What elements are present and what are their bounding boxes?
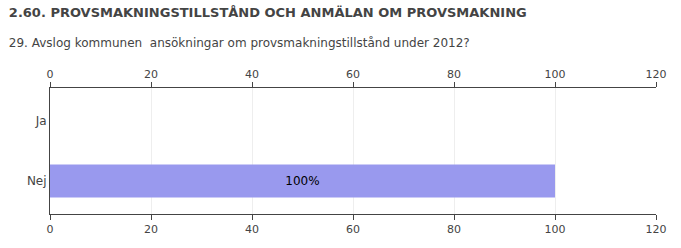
svg-text:Ja: Ja: [35, 114, 47, 128]
svg-text:80: 80: [447, 223, 461, 236]
svg-text:40: 40: [245, 68, 259, 81]
svg-text:20: 20: [144, 223, 158, 236]
svg-text:100: 100: [545, 68, 566, 81]
svg-text:60: 60: [346, 223, 360, 236]
svg-text:100%: 100%: [285, 174, 319, 188]
svg-text:40: 40: [245, 223, 259, 236]
svg-text:120: 120: [646, 223, 667, 236]
svg-text:100: 100: [545, 223, 566, 236]
svg-text:120: 120: [646, 68, 667, 81]
svg-text:80: 80: [447, 68, 461, 81]
svg-text:0: 0: [47, 223, 54, 236]
svg-text:20: 20: [144, 68, 158, 81]
svg-text:Nej: Nej: [27, 174, 47, 188]
svg-text:0: 0: [47, 68, 54, 81]
svg-text:60: 60: [346, 68, 360, 81]
svg-text:2.60. PROVSMAKNINGSTILLSTÅND O: 2.60. PROVSMAKNINGSTILLSTÅND OCH ANMÄLAN…: [9, 5, 527, 20]
svg-text:29. Avslog kommunen ansökning: 29. Avslog kommunen ansökningar om provs…: [9, 36, 470, 50]
